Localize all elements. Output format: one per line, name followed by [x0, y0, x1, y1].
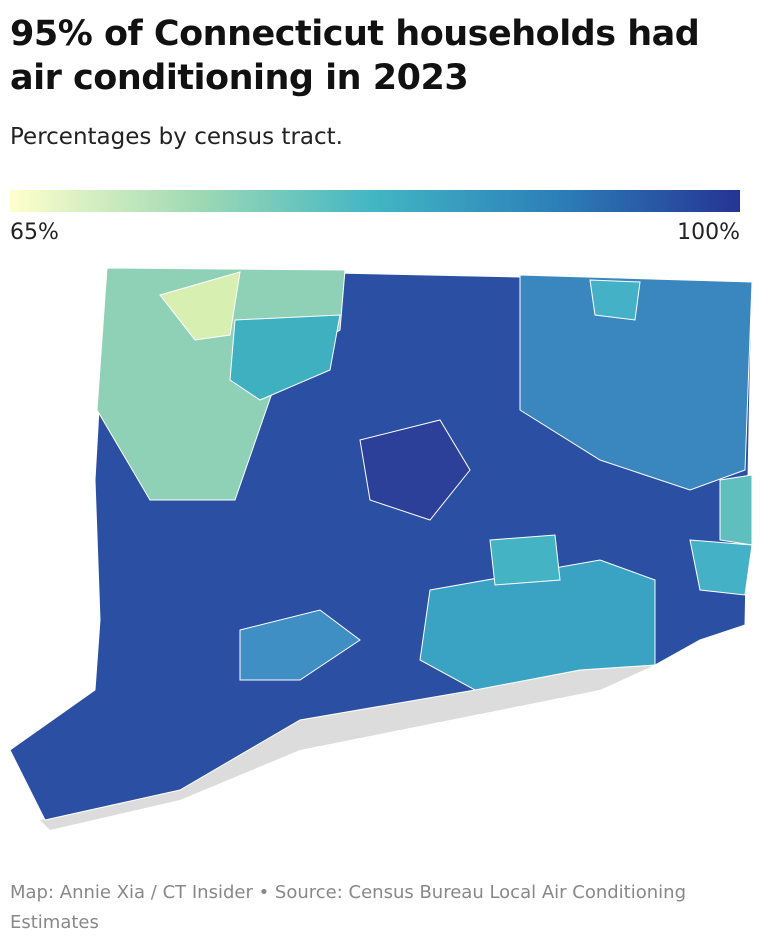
legend-label: 100%: [677, 220, 740, 245]
coast: [40, 665, 655, 830]
legend-bar: [10, 190, 740, 212]
region: [229, 314, 341, 401]
legend-label: 65%: [10, 220, 59, 245]
region: [239, 609, 361, 681]
region: [489, 534, 561, 586]
source: Map: Annie Xia / CT Insider • Source: Ce…: [10, 882, 686, 933]
map: [9, 267, 753, 830]
region: [159, 271, 241, 341]
subtitle: Percentages by census tract.: [10, 124, 343, 150]
region: [519, 274, 753, 491]
region: [589, 279, 641, 321]
region: [419, 559, 656, 691]
region: [719, 474, 753, 546]
legend: 65% 100%: [10, 190, 740, 245]
title: 95% of Connecticut households had air co…: [10, 14, 700, 98]
region: [689, 539, 753, 596]
region: [359, 419, 471, 521]
